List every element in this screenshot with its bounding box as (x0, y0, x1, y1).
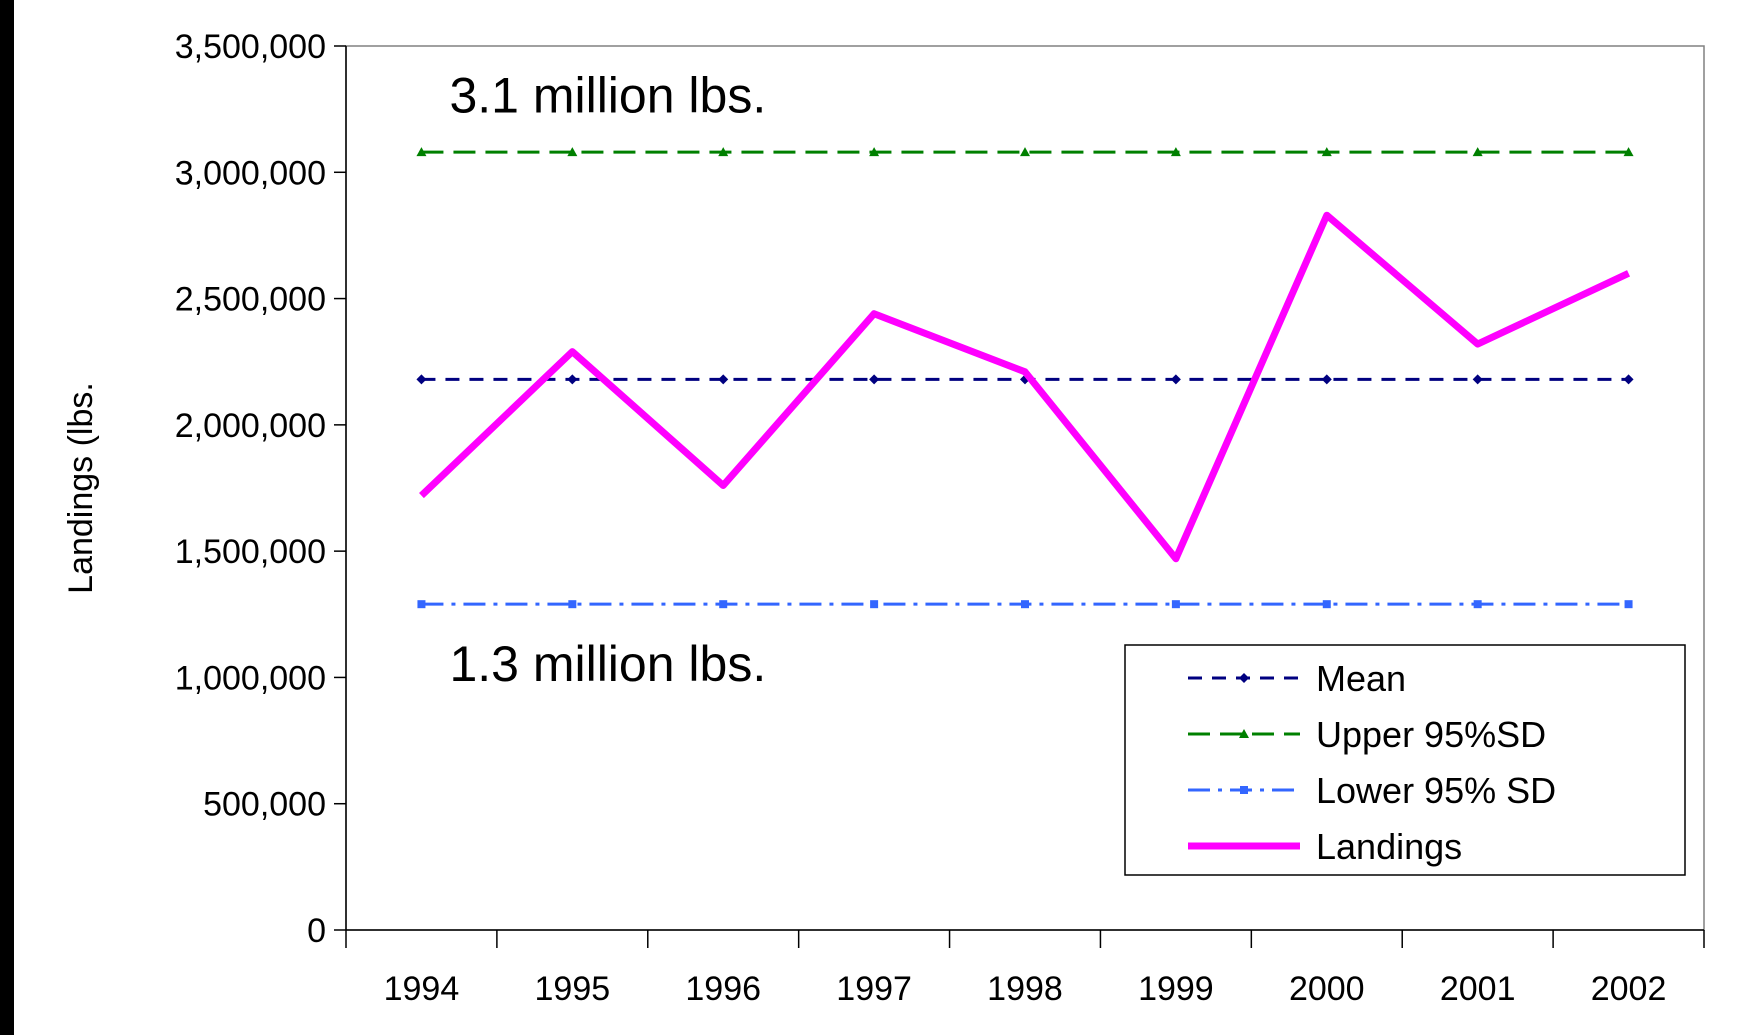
x-tick-label: 2001 (1440, 970, 1516, 1008)
data-point (1170, 147, 1181, 157)
legend-marker (1239, 729, 1249, 738)
data-point (1623, 147, 1634, 157)
legend-marker (1239, 673, 1249, 683)
y-tick-label: 3,000,000 (175, 154, 326, 192)
data-point (1472, 147, 1483, 157)
data-point (1321, 147, 1332, 157)
data-point (1321, 374, 1332, 385)
legend-label: Lower 95% SD (1316, 770, 1556, 811)
legend-item: Landings (1188, 826, 1462, 867)
legend-label: Mean (1316, 658, 1406, 699)
data-point (869, 147, 880, 157)
data-point (1623, 374, 1634, 385)
legend-item: Upper 95%SD (1188, 714, 1546, 755)
data-point (1170, 374, 1181, 385)
annotation-label: 1.3 million lbs. (449, 636, 766, 692)
series-line (419, 211, 1631, 563)
y-tick-label: 2,000,000 (175, 407, 326, 445)
x-tick-label: 1995 (535, 970, 611, 1008)
x-axis: 1994 1995 1996 1997 1998 1999 2000 2001 2002 (345, 929, 1705, 1008)
legend-item: Lower 95% SD (1188, 770, 1556, 811)
x-tick-label: 1999 (1138, 970, 1214, 1008)
data-point (870, 600, 879, 609)
data-point (567, 374, 578, 385)
data-point (718, 147, 729, 157)
series-mean (416, 374, 1634, 385)
data-point (567, 147, 578, 157)
y-axis-label: Landings (lbs. (62, 382, 100, 594)
data-point (1472, 374, 1483, 385)
legend: Mean Upper 95%SD Lower 95% SD Landings (1124, 644, 1686, 876)
data-point (719, 600, 728, 609)
legend-marker (1240, 786, 1248, 794)
x-tick-label: 1994 (384, 970, 460, 1008)
series-layer (416, 147, 1634, 609)
data-point (1021, 600, 1029, 609)
series-lower-95-sd (417, 600, 1633, 609)
y-axis: 0 500,000 1,000,000 1,500,000 2,000,000 2,500… (175, 28, 347, 950)
annotation-layer: 3.1 million lbs. 1.3 million lbs. (449, 68, 766, 692)
x-tick-label: 1997 (836, 970, 912, 1008)
y-tick-label: 1,500,000 (175, 533, 326, 571)
data-point (417, 600, 426, 609)
y-tick-label: 3,500,000 (175, 28, 326, 66)
data-point (869, 374, 880, 385)
series-upper-95-sd (416, 147, 1634, 157)
y-tick-label: 2,500,000 (175, 281, 326, 319)
data-point (1624, 600, 1633, 609)
data-point (1020, 147, 1030, 157)
data-point (568, 600, 577, 609)
y-tick-label: 1,000,000 (175, 659, 326, 697)
data-point (416, 147, 427, 157)
data-point (718, 374, 729, 385)
x-tick-label: 1996 (685, 970, 761, 1008)
x-tick-label: 2002 (1591, 970, 1667, 1008)
legend-label: Landings (1316, 826, 1462, 867)
legend-label: Upper 95%SD (1316, 714, 1546, 755)
data-point (1322, 600, 1331, 609)
legend-item: Mean (1188, 658, 1406, 699)
y-tick-label: 0 (307, 912, 326, 950)
x-tick-label: 2000 (1289, 970, 1365, 1008)
series-landings (419, 211, 1631, 563)
data-point (1473, 600, 1482, 609)
y-tick-label: 500,000 (203, 786, 326, 824)
x-tick-label: 1998 (987, 970, 1063, 1008)
legend-box (1124, 644, 1686, 876)
data-point (1171, 600, 1180, 609)
data-point (416, 374, 427, 385)
annotation-label: 3.1 million lbs. (449, 68, 766, 124)
